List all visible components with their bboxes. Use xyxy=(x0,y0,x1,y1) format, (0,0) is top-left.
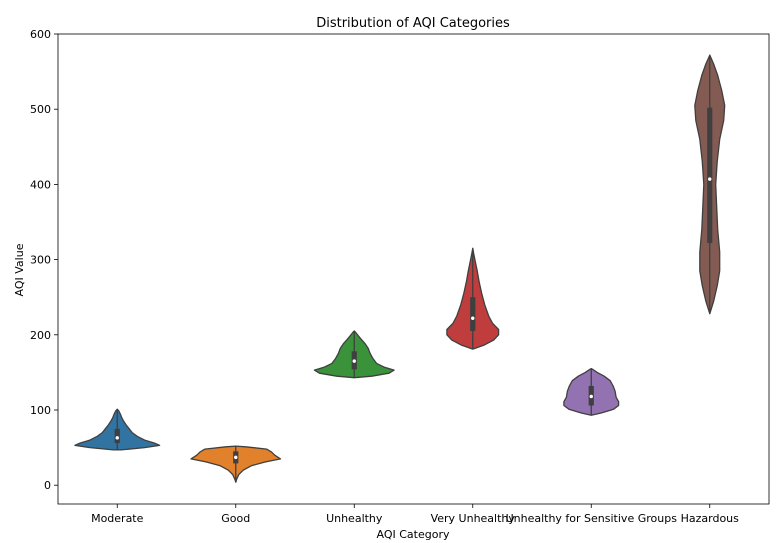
y-tick-label: 400 xyxy=(30,178,51,191)
y-tick-label: 0 xyxy=(44,479,51,492)
violin-iqr-box xyxy=(707,107,713,244)
x-tick-label: Moderate xyxy=(91,512,144,525)
violin-median xyxy=(234,455,238,460)
y-axis-title: AQI Value xyxy=(13,243,26,296)
violin-median xyxy=(352,359,356,363)
chart-title: Distribution of AQI Categories xyxy=(316,16,510,31)
y-tick-label: 600 xyxy=(30,28,51,41)
violin-median xyxy=(708,177,712,181)
x-tick-label: Unhealthy for Sensitive Groups xyxy=(506,512,678,525)
x-axis: Moderate Good Unhealthy Very UnhealthyUnhea… xyxy=(91,504,739,525)
violin-median xyxy=(115,436,119,440)
violin-iqr-box xyxy=(470,297,476,332)
x-tick-label: Unhealthy xyxy=(326,512,383,525)
violins-group xyxy=(74,54,726,483)
y-tick-label: 500 xyxy=(30,103,51,116)
violin-median xyxy=(471,316,475,320)
y-tick-label: 300 xyxy=(30,254,51,267)
x-tick-label: Hazardous xyxy=(681,512,740,525)
plot-frame xyxy=(57,33,770,505)
violin-median xyxy=(589,394,593,399)
x-tick-label: Very Unhealthy xyxy=(431,512,516,525)
violin-iqr-box xyxy=(114,428,120,444)
x-axis-title: AQI Category xyxy=(377,528,450,541)
y-tick-label: 200 xyxy=(30,329,51,342)
y-axis: 0 100 200 300 400 500 600 xyxy=(30,28,58,492)
x-tick-label: Good xyxy=(221,512,250,525)
y-tick-label: 100 xyxy=(30,404,51,417)
